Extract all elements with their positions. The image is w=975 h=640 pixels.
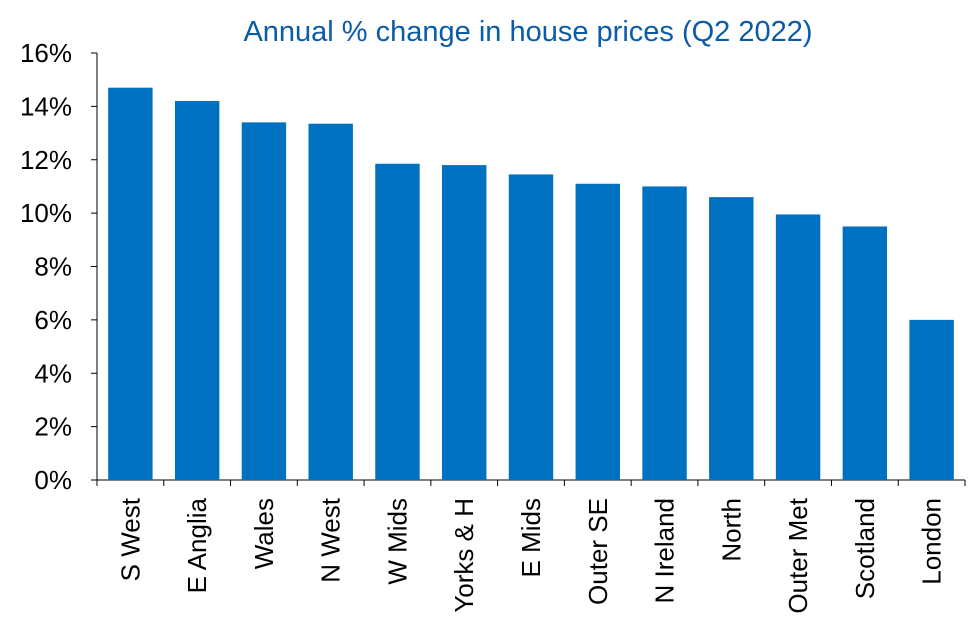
chart-title: Annual % change in house prices (Q2 2022…: [243, 16, 813, 48]
x-tick-label: N West: [316, 497, 346, 583]
bar: [775, 214, 821, 480]
y-tick-label: 14%: [20, 91, 72, 121]
y-tick-label: 4%: [34, 358, 72, 388]
bar: [174, 101, 220, 480]
y-tick-label: 0%: [34, 465, 72, 495]
bar: [709, 197, 754, 481]
x-tick-label: Outer Met: [783, 497, 813, 613]
x-tick-label: London: [917, 498, 947, 585]
x-tick-label: N Ireland: [650, 498, 680, 604]
bar: [842, 226, 888, 480]
bar: [909, 319, 954, 480]
x-tick-label: S West: [115, 497, 145, 581]
x-tick-label: North: [716, 498, 746, 562]
x-tick-label: E Mids: [516, 498, 546, 577]
bar: [575, 183, 620, 481]
x-tick-label: Scotland: [850, 498, 880, 599]
y-tick-label: 2%: [34, 412, 72, 442]
bar: [375, 163, 420, 481]
x-tick-label: Yorks & H: [449, 498, 479, 613]
x-tick-label: E Anglia: [182, 497, 212, 593]
bar: [108, 87, 153, 480]
y-tick-label: 8%: [34, 252, 72, 282]
bar: [442, 165, 487, 480]
x-tick-label: W Mids: [382, 498, 412, 585]
bar: [642, 186, 687, 480]
x-tick-label: Outer SE: [583, 498, 613, 605]
y-tick-label: 12%: [20, 145, 72, 175]
y-tick-label: 10%: [20, 198, 72, 228]
bar: [508, 174, 554, 480]
y-tick-label: 16%: [20, 38, 72, 68]
bar: [308, 123, 353, 481]
y-tick-label: 6%: [34, 305, 72, 335]
bar: [241, 122, 287, 480]
x-tick-label: Wales: [249, 498, 279, 569]
